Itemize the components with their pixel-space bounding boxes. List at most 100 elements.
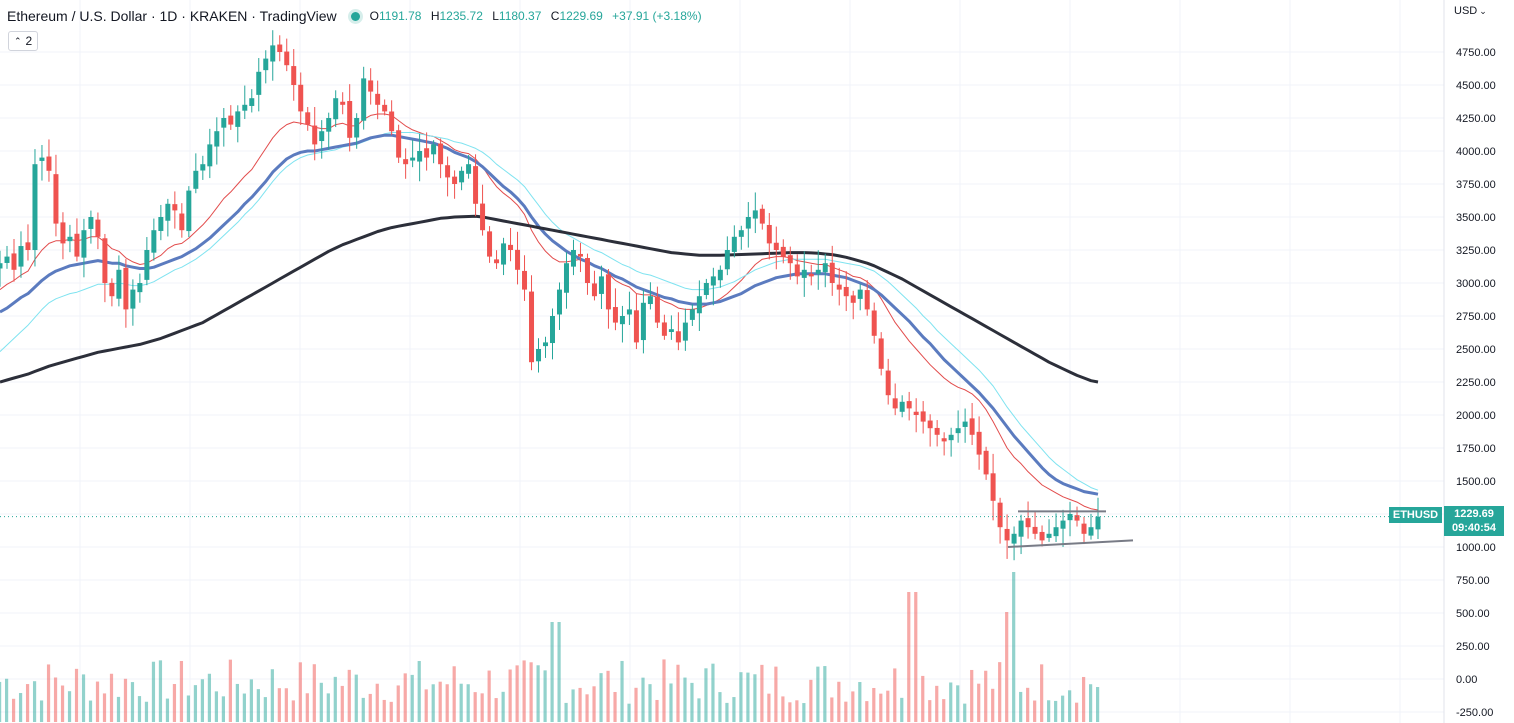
candle-body [549,316,555,344]
candle-body [137,283,143,293]
volume-bar [277,688,281,722]
volume-bar [1089,684,1093,722]
volume-bar [690,682,694,722]
volume-bar [487,670,491,722]
volume-bar [4,678,9,722]
volume-bar [984,670,988,722]
candle-body [668,329,674,333]
volume-bar [130,682,135,722]
volume-bar [760,664,764,722]
volume-bar [1040,664,1044,722]
volume-bar [494,698,498,722]
moving-average-line [0,113,1099,511]
volume-bar [438,681,442,722]
volume-bar [263,697,267,722]
candle-body [284,51,290,66]
candle-body [473,166,479,204]
candle-body [941,438,947,442]
volume-bar [396,685,400,722]
chevron-down-icon: ⌄ [1479,5,1487,16]
volume-bar [991,688,995,722]
candle-body [270,45,276,62]
volume-bar [732,697,736,722]
candle-body [102,238,108,283]
volume-bar [739,672,743,722]
candle-body [766,224,772,244]
volume-bar [564,702,568,722]
volume-bar [914,592,918,722]
candle-body [843,286,849,297]
candle-body [95,219,101,237]
volume-bar [445,684,449,722]
volume-bar [921,675,925,722]
candle-body [1025,518,1031,528]
volume-bar [25,684,30,722]
candle-body [570,250,576,267]
volume-bar [543,670,547,722]
candle-body [32,164,38,251]
candle-body [584,258,590,283]
y-tick-label: 4250.00 [1456,113,1496,125]
volume-bar [95,681,100,722]
candle-body [277,44,283,52]
candle-body [46,156,52,171]
volume-bar [627,703,631,722]
candle-body [927,420,933,429]
currency-selector[interactable]: USD ⌄ [1454,5,1487,17]
volume-bar [1019,691,1023,722]
candle-body [123,267,129,310]
candle-body [787,255,793,264]
volume-bar [165,698,170,722]
volume-bar [382,699,386,722]
candle-body [109,282,115,297]
candle-body [962,421,968,427]
volume-bar [291,700,295,722]
trendline-support [1007,539,1134,548]
indicators-toggle-button[interactable]: ⌃ 2 [8,31,39,51]
volume-bar [907,592,911,722]
ohlc-readout: O1191.78 H1235.72 L1180.37 C1229.69 +37.… [370,9,702,23]
candle-body [326,118,332,132]
candle-body [1053,527,1059,537]
symbol-price-tag: ETHUSD [1389,507,1442,523]
candle-body [983,450,989,475]
change-value: +37.91 (+3.18%) [612,9,702,23]
candle-body [242,104,248,111]
candle-body [577,253,583,257]
volume-bar [480,693,484,722]
volume-bar [221,696,225,722]
open-value: 1191.78 [378,9,422,23]
candle-body [403,159,409,165]
volume-bar [46,664,51,722]
volume-bar [1012,572,1016,722]
volume-bar [501,691,505,722]
volume-bar [949,682,953,722]
candle-body [724,250,730,270]
candle-body [871,310,877,336]
candle-body [808,273,814,277]
volume-bar [249,679,253,722]
candle-body [81,230,87,258]
candle-body [1004,528,1010,541]
candle-body [494,259,500,264]
candle-body [745,217,751,229]
volume-bar [242,693,246,722]
last-price-tag: 1229.69 09:40:54 [1444,506,1504,536]
candle-body [340,101,346,105]
y-tick-label: 2000.00 [1456,410,1496,422]
volume-bar [578,687,582,722]
volume-bar [536,665,540,722]
volume-bar [956,685,960,722]
volume-bar [137,696,142,722]
candle-body [88,217,94,229]
volume-bar [823,666,827,722]
candle-body [298,84,304,112]
volume-bar [319,682,323,722]
y-tick-label: 4750.00 [1456,47,1496,59]
volume-bar [851,691,855,722]
candle-body [976,431,982,455]
volume-bar [368,693,372,722]
volume-bar [200,679,205,722]
